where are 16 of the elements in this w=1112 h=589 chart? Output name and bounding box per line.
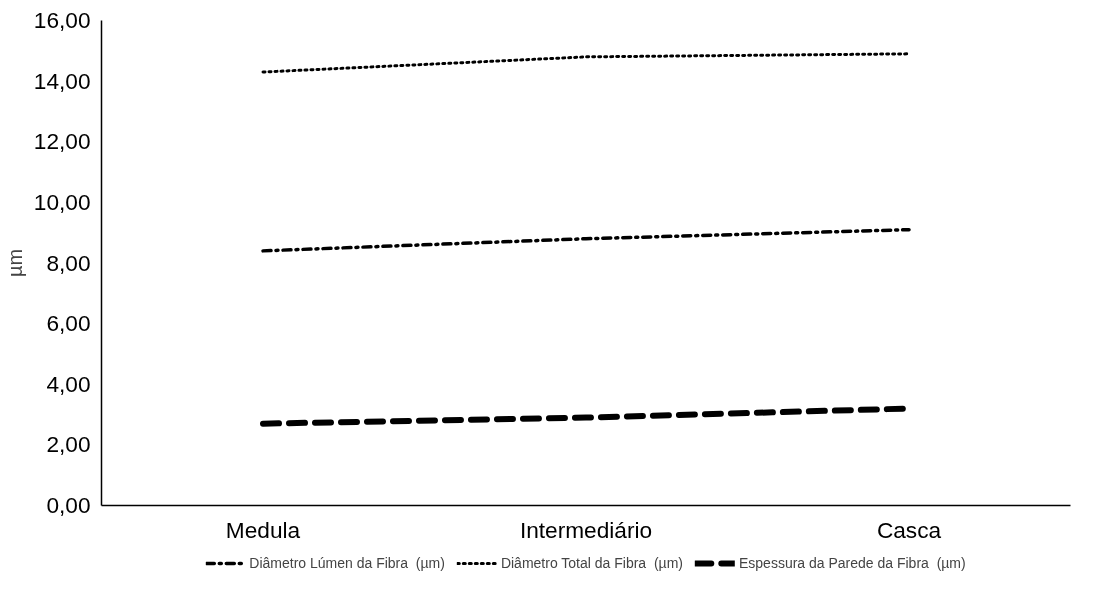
y-tick-label: 16,00 <box>33 7 91 33</box>
y-tick-label: 0,00 <box>46 492 91 518</box>
y-axis-title: µm <box>3 248 26 278</box>
y-tick-label: 8,00 <box>46 249 91 276</box>
legend-label: Diâmetro Lúmen da Fibra (µm) <box>249 555 445 571</box>
y-tick-label: 6,00 <box>46 310 91 337</box>
y-tick-label: 4,00 <box>46 370 91 397</box>
legend-label: Diâmetro Total da Fibra (µm) <box>500 555 683 571</box>
y-tick-label: 14,00 <box>33 67 91 94</box>
y-tick-label: 10,00 <box>33 188 91 215</box>
x-tick-label: Medula <box>225 516 301 543</box>
y-tick-label: 2,00 <box>46 431 91 458</box>
y-tick-label: 12,00 <box>33 128 91 155</box>
x-tick-label: Intermediário <box>519 516 653 543</box>
legend-label: Espessura da Parede da Fibra (µm) <box>738 555 966 571</box>
x-tick-label: Casca <box>876 516 942 543</box>
